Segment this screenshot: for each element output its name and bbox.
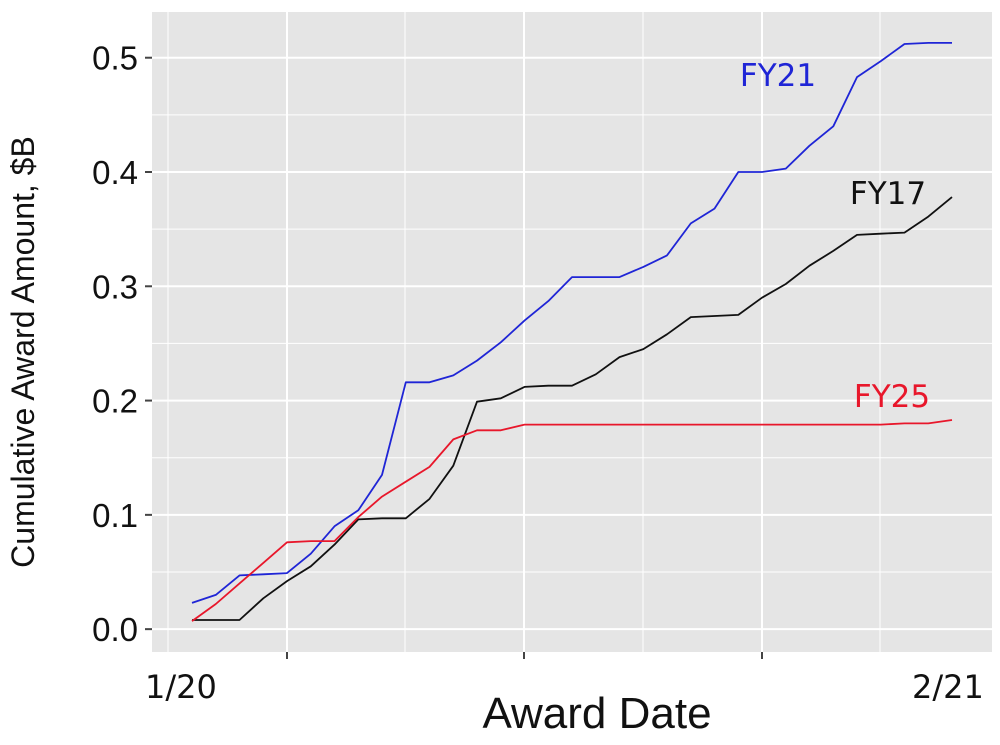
y-tick-label: 0.2 xyxy=(92,383,138,420)
series-label-fy17: FY17 xyxy=(850,176,926,212)
axis-layer: 0.0 0.1 0.2 0.3 0.4 0.5 xyxy=(92,40,763,659)
x-axis-start-label: 1/20 xyxy=(145,668,217,706)
y-tick-label: 0.4 xyxy=(92,154,138,191)
y-tick-label: 0.0 xyxy=(92,611,138,648)
x-axis-title: Award Date xyxy=(482,689,711,738)
series-line-fy21 xyxy=(191,42,952,604)
y-tick-label: 0.1 xyxy=(92,497,138,534)
series-line-fy25 xyxy=(191,419,953,622)
series-label-fy21: FY21 xyxy=(740,58,816,94)
x-axis-end-label: 2/21 xyxy=(912,668,984,706)
y-tick-label: 0.5 xyxy=(92,40,138,77)
grid-layer xyxy=(152,0,992,652)
y-tick-label: 0.3 xyxy=(92,268,138,305)
series-label-fy25: FY25 xyxy=(854,379,930,415)
y-axis-title: Cumulative Award Amount, $B xyxy=(5,136,41,568)
plot-panel xyxy=(152,12,992,652)
series-line-fy17 xyxy=(192,196,953,621)
series-layer xyxy=(191,42,953,622)
label-layer: FY21 FY17 FY25 xyxy=(740,58,930,415)
